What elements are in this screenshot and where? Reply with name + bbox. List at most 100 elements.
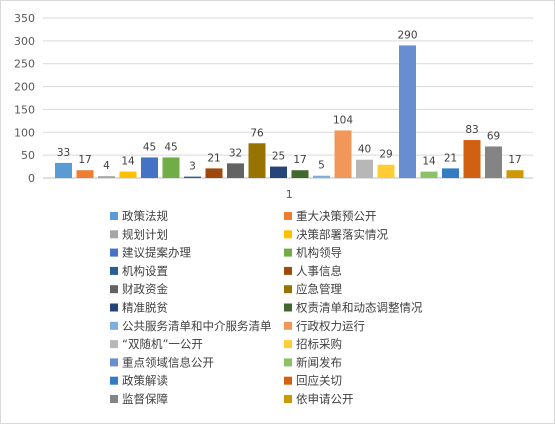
y-tick-label: 50 [21,149,35,162]
x-tick-label: 1 [286,188,293,201]
data-label: 69 [487,130,500,142]
bar [55,162,72,178]
data-label: 25 [272,151,285,163]
legend-swatch [284,358,292,367]
data-label: 4 [103,160,110,172]
legend-swatch [284,321,292,330]
legend-label: 权责清单和动态调整情况 [296,301,423,315]
legend-swatch [284,376,292,385]
bar [270,166,287,178]
y-tick-label: 100 [14,126,35,139]
legend-swatch [284,230,292,239]
y-tick-label: 0 [28,172,35,185]
data-label: 17 [293,154,306,166]
legend-label: 回应关切 [296,374,342,388]
data-label: 45 [164,141,177,153]
legend-swatch [110,212,118,220]
legend-swatch [284,248,292,257]
bar [98,176,115,178]
legend-swatch [110,395,118,403]
legend-swatch [284,340,292,349]
legend-label: 决策部署落实情况 [296,227,388,241]
legend-label: 公共服务清单和中介服务清单 [122,319,272,333]
legend-label: 监督保障 [122,392,168,406]
data-label: 83 [465,124,478,136]
bar [420,171,438,178]
legend-label: 重点领域信息公开 [122,355,214,369]
legend-label: 建议提案办理 [122,246,191,260]
bar [463,140,481,178]
legend-swatch [110,358,118,367]
bar [334,130,352,178]
bar [227,163,244,178]
bars [55,45,524,178]
legend-label: 依申请公开 [296,392,354,406]
legend-swatch [110,230,118,239]
legend-label: 政策法规 [122,209,168,223]
y-tick-label: 350 [14,12,35,25]
data-label: 45 [143,141,156,153]
legend-swatch [284,212,292,220]
legend-label: 机构设置 [122,264,168,278]
legend-swatch [284,285,292,294]
legend-label: 重大决策预公开 [296,209,377,223]
data-label: 21 [207,152,220,164]
legend-swatch [110,321,118,330]
bar [313,175,330,178]
data-label: 76 [250,127,264,139]
bar [399,45,416,178]
bar [162,157,180,178]
bar [205,168,223,178]
bar [485,146,502,178]
legend-label: “双随机”一公开 [122,337,203,351]
data-labels: 33 17 4 14 45 45 3 21 32 76 25 17 5 104 40 29 290 14 21 83 6… [57,29,522,172]
data-label: 290 [397,29,417,41]
data-label: 14 [121,156,135,168]
y-tick-label: 300 [14,35,35,48]
data-label: 32 [229,147,242,159]
legend-label: 精准脱贫 [122,301,168,315]
data-label: 33 [57,147,70,159]
legend-swatch [110,266,118,275]
x-axis-ticks: 1 [286,188,293,201]
legend-swatch [284,303,292,312]
legend-label: 机构领导 [296,246,342,260]
bar [291,170,309,178]
data-label: 29 [379,149,392,161]
legend-label: 政策解读 [122,374,168,388]
y-axis-ticks: 0 50 100 150 200 250 300 350 [14,12,35,185]
legend-swatch [110,340,118,349]
data-label: 17 [508,154,521,166]
legend-label: 行政权力运行 [296,319,365,333]
data-label: 40 [358,144,371,156]
data-label: 21 [444,152,457,164]
bar [141,157,158,178]
data-label: 3 [189,161,196,173]
legend-label: 新闻发布 [296,355,342,369]
legend-swatch [110,248,118,257]
y-tick-label: 150 [14,103,35,116]
legend-label: 应急管理 [296,282,342,296]
legend-swatch [284,395,292,403]
data-label: 104 [333,114,353,126]
y-tick-label: 200 [14,81,35,94]
y-tick-label: 250 [14,58,35,71]
bar [356,159,373,178]
bar [377,164,395,178]
legend-swatch [284,266,292,275]
bar [184,176,201,178]
legend-label: 招标采购 [296,337,342,351]
bar [76,170,94,178]
legend-swatch [110,376,118,385]
data-label: 14 [422,156,436,168]
legend-label: 规划计划 [122,227,168,241]
bar [248,143,266,178]
legend-swatch [110,303,118,312]
legend-label: 财政资金 [122,282,168,296]
bar [442,168,459,178]
data-label: 17 [78,154,91,166]
gridlines [43,17,533,179]
data-label: 5 [318,160,325,172]
legend-label: 人事信息 [296,264,342,278]
